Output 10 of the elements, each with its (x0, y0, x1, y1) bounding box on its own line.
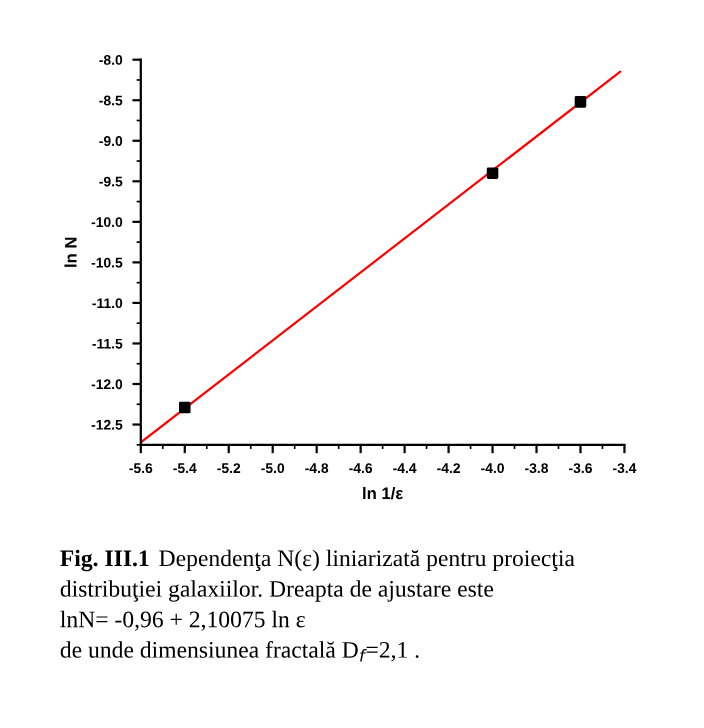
point (486, 167, 499, 179)
x-axis-title: ln 1/ε (363, 486, 403, 500)
point (178, 401, 191, 414)
text: de unde dimensiunea fractală D$_{f}$=2,1 . (60, 640, 419, 662)
text: Dependenţa N(ε) liniarizată pentru proiecţia (159, 549, 575, 572)
text: Fig. III.1 (60, 549, 149, 572)
text: distribuţiei galaxiilor. Dreapta de ajustare este (60, 580, 494, 602)
text: lnN= -0,96 + 2,10075 ln ε (60, 610, 305, 631)
y-axis-title: ln N (64, 237, 77, 267)
point (574, 96, 587, 108)
